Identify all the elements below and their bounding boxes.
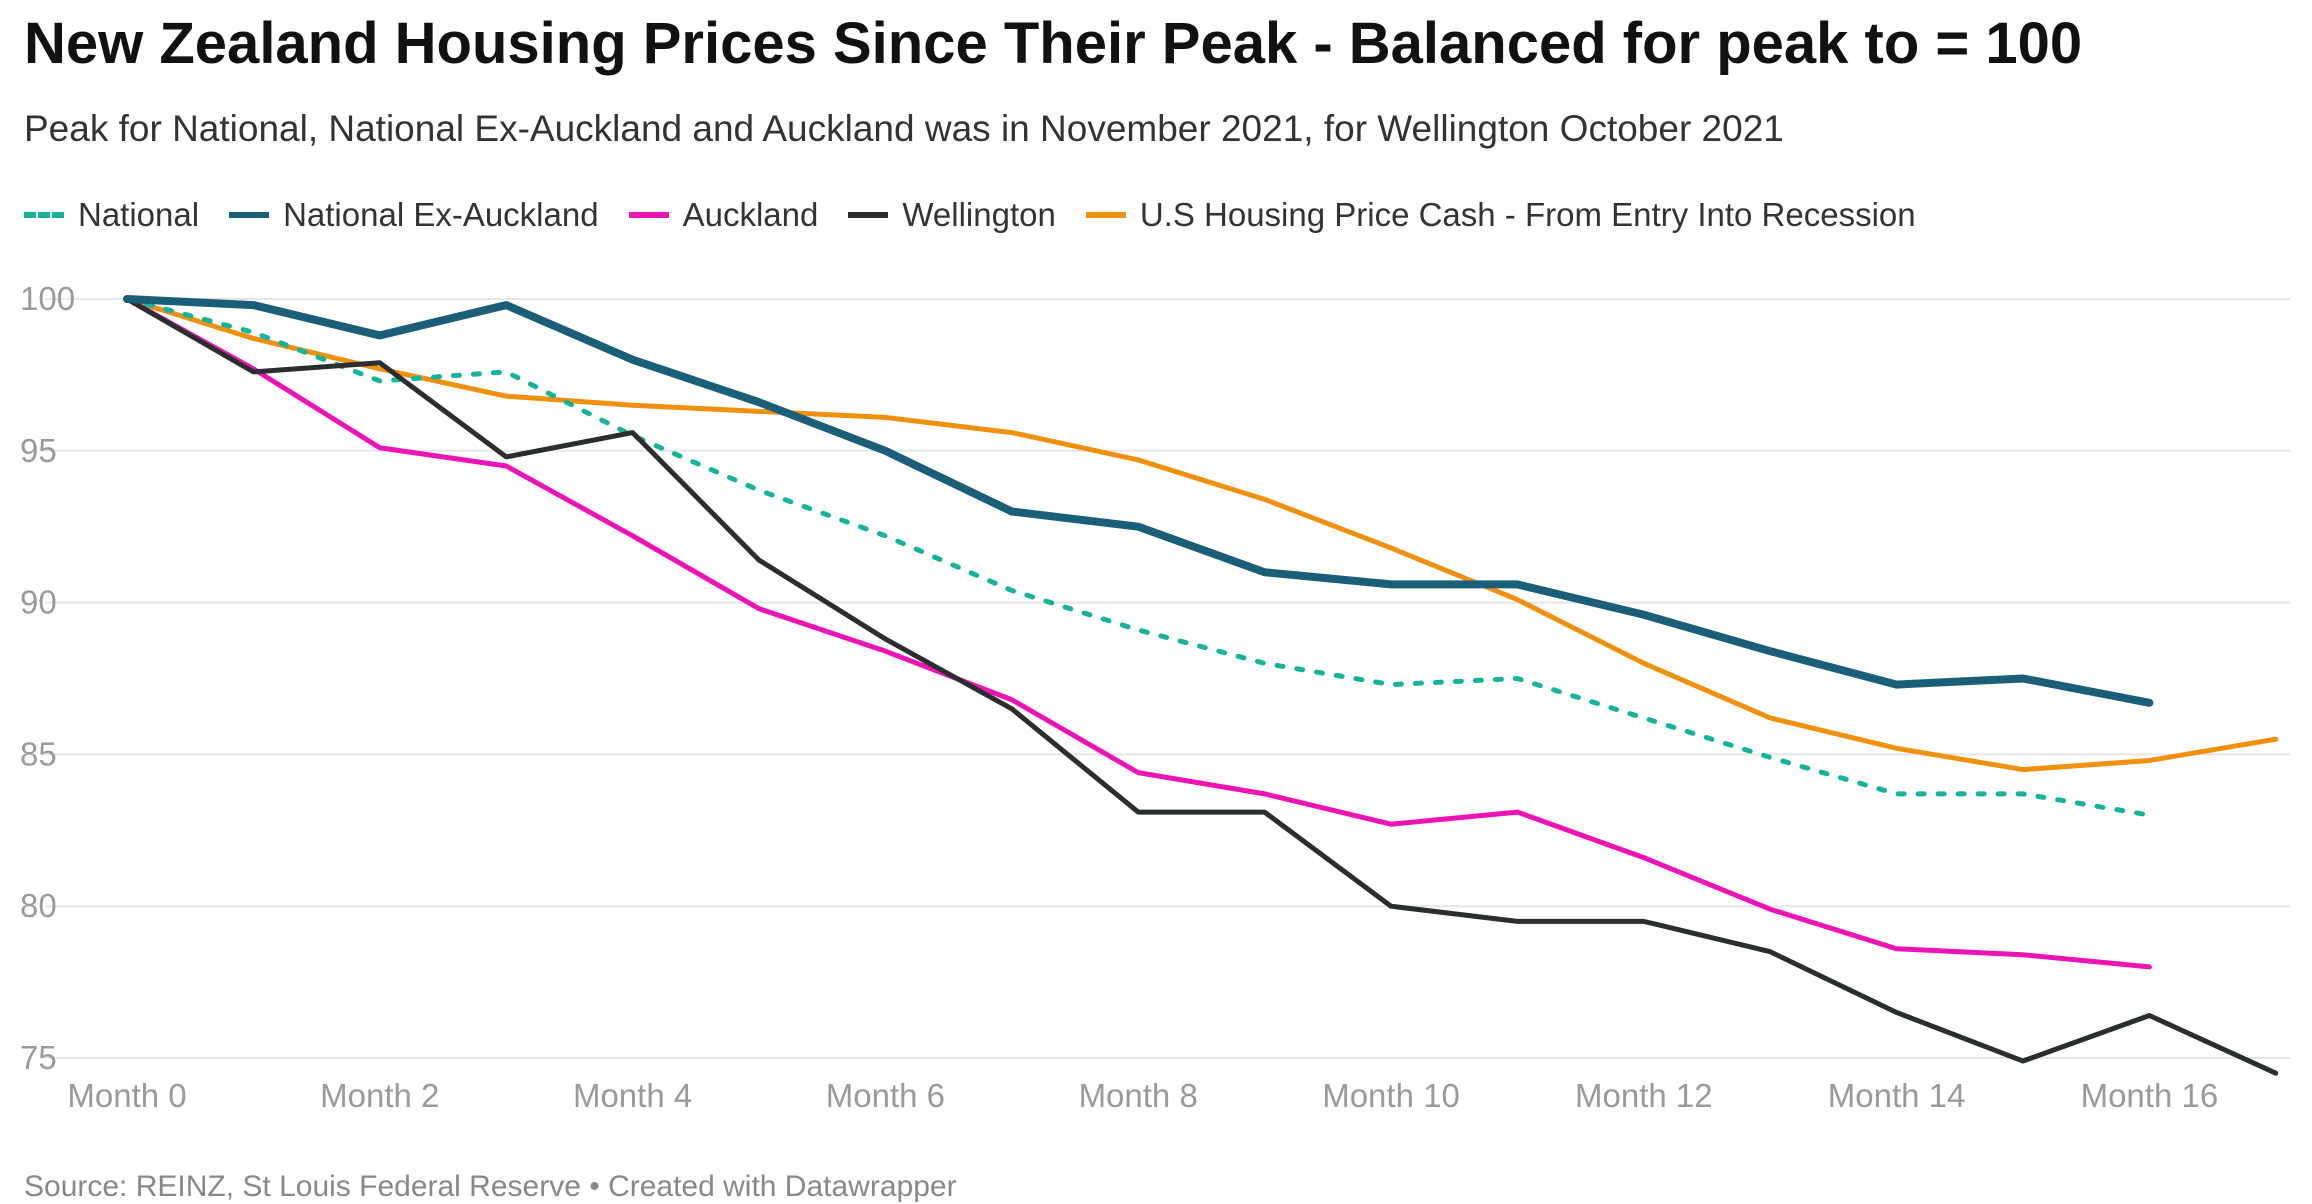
- y-tick-label: 80: [20, 887, 57, 924]
- legend-item: Wellington: [848, 196, 1056, 234]
- chart-subtitle: Peak for National, National Ex-Auckland …: [24, 108, 1784, 149]
- legend-label: Wellington: [902, 196, 1056, 233]
- series-line-auckland: [124, 296, 2152, 970]
- series-line-national-ex-auckland: [123, 295, 2154, 707]
- legend-swatch: [1085, 212, 1126, 218]
- series-line-u-s-housing-price-cash-from-entry-into-recession: [124, 296, 2279, 773]
- x-tick-label: Month 4: [573, 1077, 692, 1114]
- y-tick-label: 90: [20, 584, 57, 621]
- y-tick-label: 85: [20, 735, 57, 772]
- chart-title: New Zealand Housing Prices Since Their P…: [24, 11, 2083, 76]
- x-tick-label: Month 10: [1322, 1077, 1460, 1114]
- legend: National National Ex-Auckland Auckland Well…: [24, 196, 1916, 234]
- legend-label: Auckland: [682, 196, 819, 233]
- x-tick-label: Month 0: [67, 1077, 186, 1114]
- x-tick-label: Month 14: [1828, 1077, 1966, 1114]
- legend-label: U.S Housing Price Cash - From Entry Into…: [1139, 196, 1916, 233]
- y-tick-label: 75: [20, 1039, 57, 1076]
- legend-swatch: [229, 212, 270, 218]
- legend-item: National: [24, 196, 199, 234]
- legend-swatch: [24, 212, 64, 218]
- x-tick-label: Month 12: [1575, 1077, 1713, 1114]
- legend-item: National Ex-Auckland: [229, 196, 599, 234]
- legend-label: National: [78, 196, 200, 233]
- legend-swatch: [848, 212, 889, 218]
- x-tick-label: Month 16: [2081, 1077, 2219, 1114]
- legend-item: U.S Housing Price Cash - From Entry Into…: [1085, 196, 1916, 234]
- legend-swatch: [628, 212, 669, 218]
- legend-item: Auckland: [628, 196, 819, 234]
- y-tick-label: 95: [20, 432, 57, 469]
- legend-label: National Ex-Auckland: [283, 196, 599, 233]
- x-tick-label: Month 8: [1079, 1077, 1198, 1114]
- series-line-wellington: [124, 296, 2279, 1076]
- x-tick-label: Month 2: [320, 1077, 439, 1114]
- x-tick-label: Month 6: [826, 1077, 945, 1114]
- source-note: Source: REINZ, St Louis Federal Reserve …: [24, 1170, 957, 1203]
- y-tick-label: 100: [20, 280, 75, 317]
